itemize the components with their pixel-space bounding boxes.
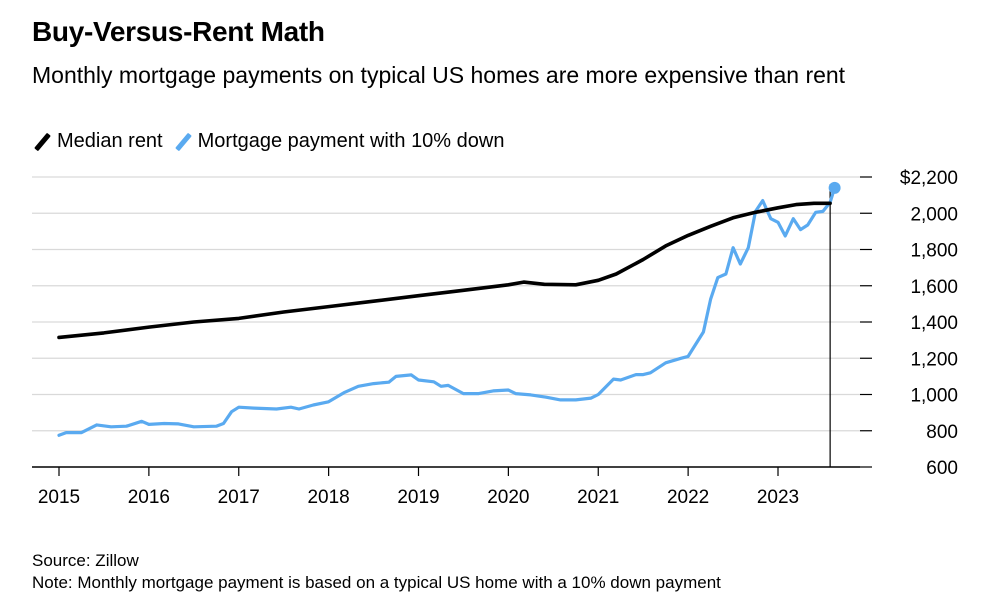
x-tick-label: 2019 xyxy=(397,487,439,508)
x-tick-label: 2022 xyxy=(667,487,709,508)
x-tick-label: 2016 xyxy=(128,487,170,508)
y-tick-label: 600 xyxy=(926,458,958,479)
legend-label-median-rent: Median rent xyxy=(57,130,163,152)
y-tick-label: 1,400 xyxy=(910,313,958,334)
legend-item-mortgage-payment: Mortgage payment with 10% down xyxy=(173,130,505,153)
series-line-mortgage-payment xyxy=(57,186,837,437)
y-tick-label: 1,200 xyxy=(910,349,958,370)
y-tick-label: 1,800 xyxy=(910,241,958,262)
chart-subtitle: Monthly mortgage payments on typical US … xyxy=(32,62,846,88)
source-note: Source: Zillow xyxy=(32,551,139,570)
legend: Median rent Mortgage payment with 10% do… xyxy=(32,130,514,153)
footnote: Note: Monthly mortgage payment is based … xyxy=(32,573,721,592)
x-tick-label: 2021 xyxy=(577,487,619,508)
series-line-median-rent xyxy=(57,201,832,340)
x-tick-label: 2017 xyxy=(218,487,260,508)
x-tick-label: 2015 xyxy=(38,487,80,508)
y-tick-label: 2,000 xyxy=(910,204,958,225)
legend-label-mortgage-payment: Mortgage payment with 10% down xyxy=(197,130,505,152)
y-tick-label: $2,200 xyxy=(900,168,958,189)
y-tick-label: 1,600 xyxy=(910,277,958,298)
x-tick-label: 2018 xyxy=(307,487,349,508)
series-endpoint-mortgage-payment xyxy=(828,181,841,194)
y-tick-label: 800 xyxy=(926,422,958,443)
y-tick-label: 1,000 xyxy=(910,386,958,407)
legend-item-median-rent: Median rent xyxy=(32,130,163,153)
x-tick-label: 2023 xyxy=(757,487,799,508)
x-tick-label: 2020 xyxy=(487,487,529,508)
chart-title: Buy-Versus-Rent Math xyxy=(32,16,325,47)
